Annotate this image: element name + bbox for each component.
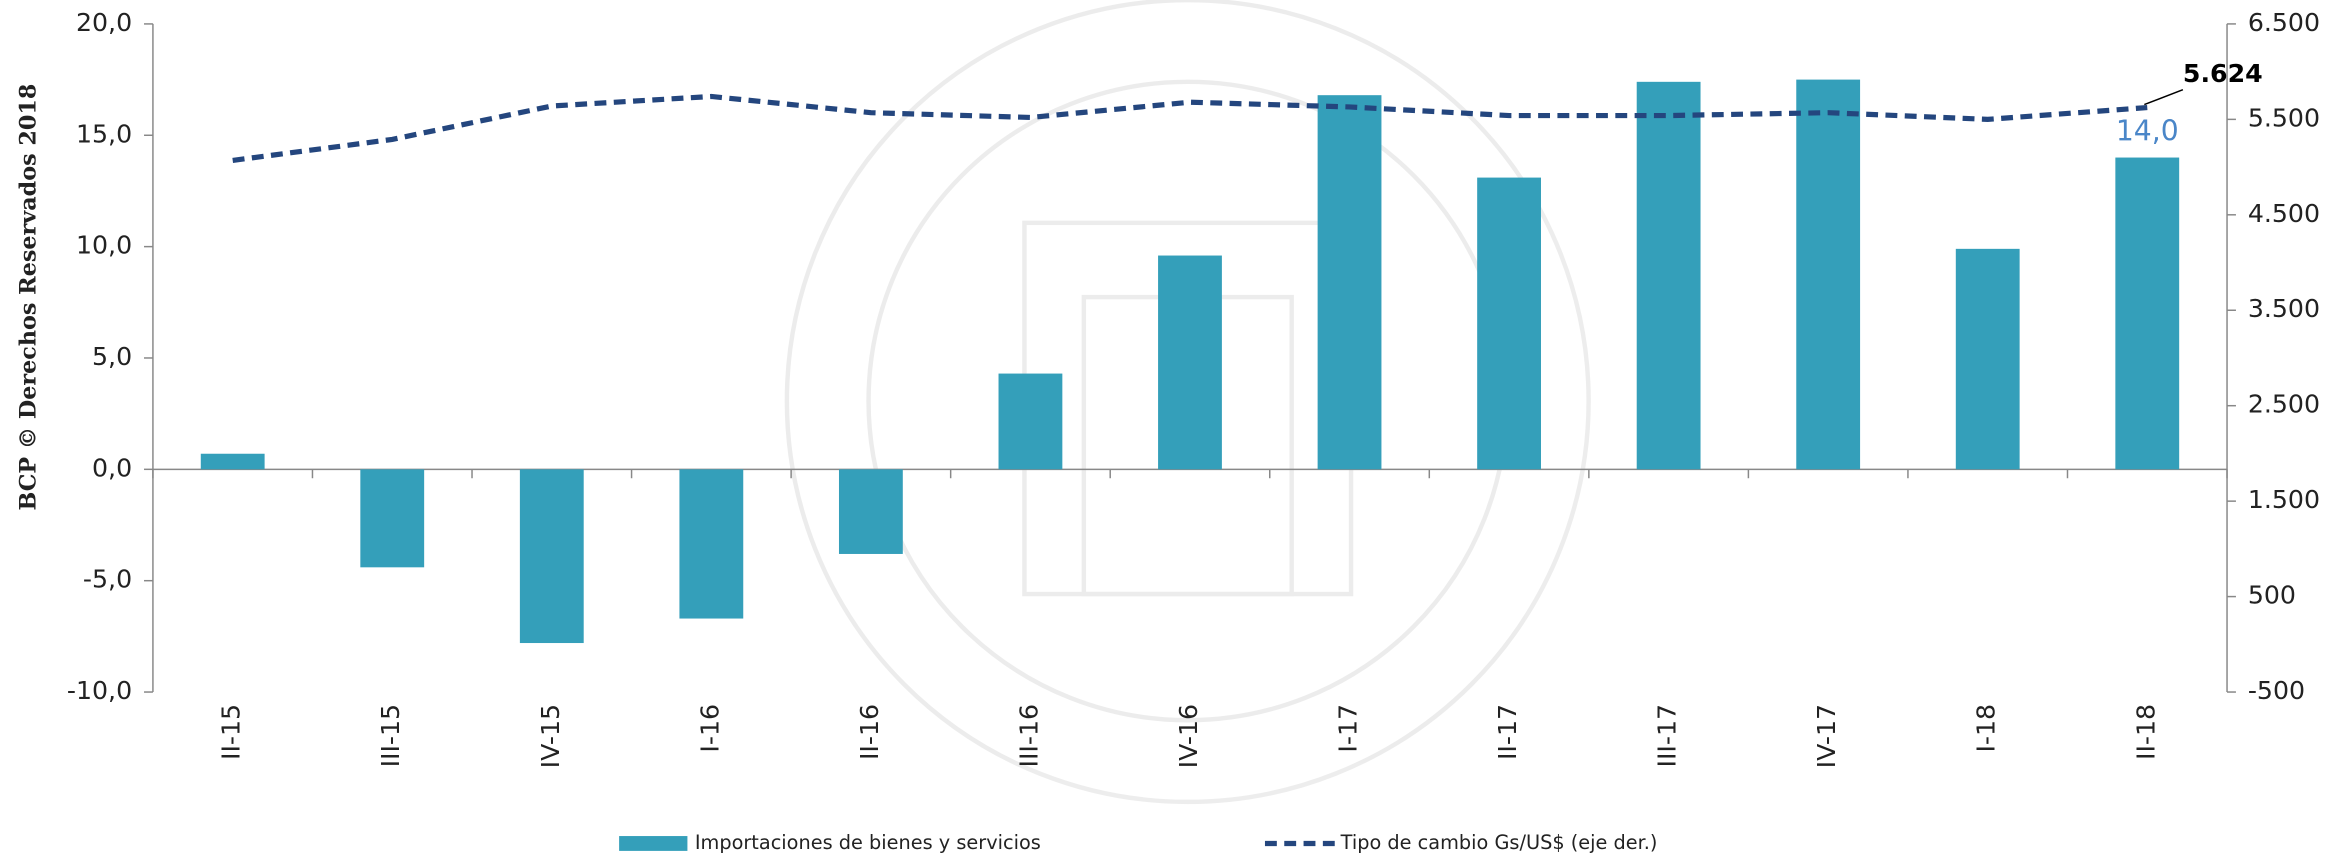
x-tick-label: I-18: [1972, 704, 2001, 753]
y2-tick-label: 6.500: [2248, 8, 2320, 37]
y2-tick-label: 2.500: [2248, 390, 2320, 419]
x-tick-label: IV-16: [1174, 704, 1203, 768]
x-tick-label: III-15: [376, 704, 405, 768]
y-tick-label: -10,0: [67, 676, 132, 705]
y2-tick-label: 1.500: [2248, 485, 2320, 514]
legend-swatch: [619, 836, 688, 851]
x-tick-label: I-17: [1334, 704, 1363, 753]
bar: [200, 453, 265, 470]
bar-value-label: 14,0: [2116, 114, 2179, 147]
bar: [1158, 255, 1222, 470]
x-tick-label: II-18: [2131, 704, 2160, 760]
bar: [998, 373, 1063, 470]
x-tick-label: IV-15: [536, 704, 565, 768]
x-tick-label: II-16: [855, 704, 884, 760]
y-tick-label: 10,0: [76, 231, 132, 260]
y-tick-label: -5,0: [83, 565, 132, 594]
y-tick-label: 15,0: [76, 119, 132, 148]
bar: [360, 469, 425, 568]
y2-tick-label: 4.500: [2248, 199, 2320, 228]
leader-line: [2144, 89, 2184, 106]
x-tick-label: II-17: [1493, 704, 1522, 760]
y-tick-label: 5,0: [92, 342, 132, 371]
bar: [679, 469, 744, 619]
x-tick-label: III-17: [1653, 704, 1682, 768]
y2-tick-label: 5.500: [2248, 103, 2320, 132]
side-note: BCP © Derechos Reservados 2018: [16, 84, 42, 511]
bar: [1955, 248, 2020, 470]
bar: [519, 469, 584, 644]
x-tick-label: II-15: [217, 704, 246, 760]
x-tick-label: I-16: [695, 704, 724, 753]
bar: [2115, 157, 2180, 470]
legend-label: Tipo de cambio Gs/US$ (eje der.): [1340, 831, 1658, 854]
line-value-label: 5.624: [2183, 59, 2263, 88]
x-tick-label: IV-17: [1812, 704, 1841, 768]
y2-tick-label: 500: [2248, 581, 2296, 610]
bar: [1636, 81, 1701, 470]
bar: [1317, 95, 1382, 470]
x-tick-label: III-16: [1014, 704, 1043, 768]
line-series: [232, 93, 2148, 163]
y-tick-label: 0,0: [92, 453, 132, 482]
legend-label: Importaciones de bienes y servicios: [695, 831, 1041, 854]
bar: [1796, 79, 1861, 470]
bar: [1477, 177, 1541, 470]
y-tick-label: 20,0: [76, 8, 132, 37]
y2-tick-label: 3.500: [2248, 294, 2320, 323]
bar: [838, 469, 903, 554]
y2-tick-label: -500: [2248, 676, 2305, 705]
